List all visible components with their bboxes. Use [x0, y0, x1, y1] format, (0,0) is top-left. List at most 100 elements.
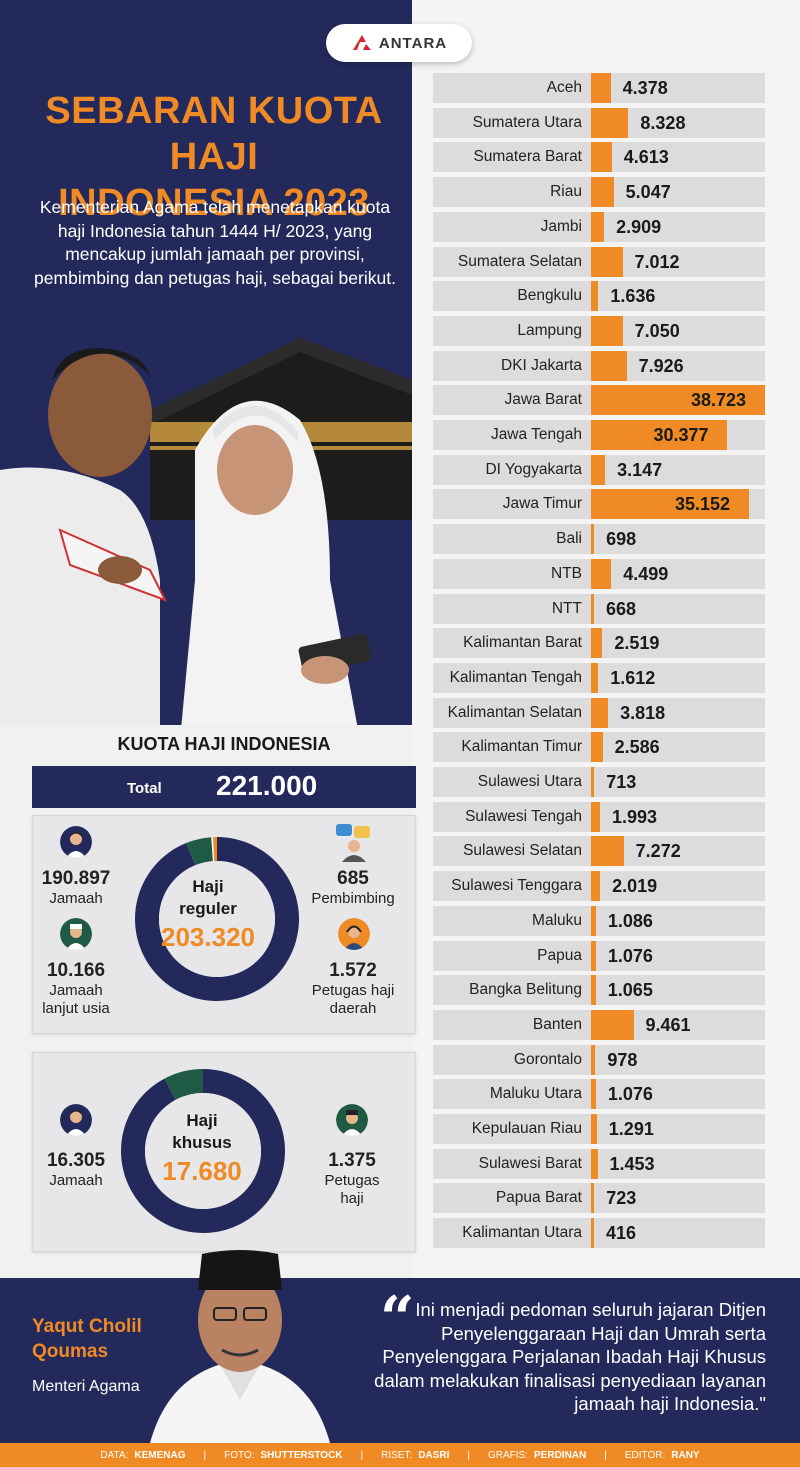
footer-grafis-value: PERDINAN [534, 1449, 587, 1461]
bar-category-label: Sulawesi Tengah [465, 807, 582, 825]
bar-value-label: 2.909 [616, 216, 662, 237]
bar-category-label: Kalimantan Timur [461, 738, 582, 756]
bar-row: NTT 668 [433, 593, 765, 624]
footer-editor-label: EDITOR: [624, 1449, 666, 1461]
bar [591, 558, 612, 589]
bar-value-label: 698 [606, 529, 637, 550]
khusus-value: 17.680 [162, 1156, 242, 1186]
reguler-lansia-num: 10.166 [46, 960, 106, 981]
bar-value-label: 1.076 [607, 945, 653, 966]
speaker-name-1: Yaqut Cholil [32, 1316, 142, 1337]
footer-grafis-label: GRAFIS: [488, 1449, 529, 1461]
bar-category-label: Bengkulu [517, 287, 582, 305]
bar-category-label: NTT [551, 599, 582, 617]
bar [591, 871, 601, 902]
footer-data-value: KEMENAG [134, 1449, 186, 1461]
bar-category-label: Kalimantan Tengah [449, 668, 582, 686]
bar-value-label: 9.461 [645, 1014, 691, 1035]
bar-value-label: 3.818 [620, 702, 666, 723]
reguler-lansia-label-1: Jamaah [49, 982, 103, 999]
reguler-pembimbing-label: Pembimbing [311, 890, 395, 907]
bar-category-label: Kalimantan Utara [462, 1224, 582, 1242]
khusus-label-2: khusus [172, 1133, 232, 1152]
bar-row: Banten 9.461 [433, 1009, 765, 1040]
bar-category-label: Lampung [517, 321, 582, 339]
khusus-petugas-stat: 1.375 Petugas haji [304, 1150, 400, 1208]
bar-value-label: 978 [607, 1049, 638, 1070]
pilgrims-photo [0, 338, 412, 740]
reguler-pembimbing-stat: 685 Pembimbing [300, 868, 406, 908]
jamaah-icon [60, 826, 92, 858]
bar-category-label: Jawa Tengah [490, 426, 582, 443]
bar-value-label: 2.019 [612, 876, 658, 897]
bar-value-label: 416 [606, 1223, 637, 1244]
footer-sep: | [203, 1449, 207, 1461]
bar-value-label: 1.086 [607, 910, 653, 931]
bar [591, 905, 596, 936]
bar-row: Sumatera Barat 4.613 [433, 142, 765, 173]
footer-sep: | [604, 1449, 607, 1461]
bar [591, 801, 600, 832]
intro-text: Kementerian Agama telah menetapkan kuota… [34, 197, 396, 288]
bar-row: Jambi 2.909 [433, 211, 765, 242]
bar-category-label: Aceh [546, 79, 582, 96]
bar-row: Sulawesi Utara 713 [433, 767, 765, 797]
reguler-donut-chart [134, 837, 299, 1001]
reguler-jamaah-label: Jamaah [49, 890, 103, 907]
minister-portrait [150, 1250, 330, 1443]
bar-value-label: 4.378 [622, 78, 668, 98]
khusus-label-1: Haji [186, 1111, 218, 1130]
bar-category-label: Sulawesi Selatan [463, 842, 582, 860]
bar-category-label: Sumatera Selatan [457, 252, 582, 270]
footer-foto-value: SHUTTERSTOCK [260, 1449, 343, 1461]
bar-value-label: 2.519 [614, 633, 660, 654]
bar-category-label: Maluku [532, 911, 582, 929]
bar-value-label: 5.047 [625, 182, 671, 203]
bar-row: Gorontalo 978 [433, 1044, 765, 1075]
quote-section [0, 1278, 800, 1443]
khusus-jamaah-num: 16.305 [46, 1150, 106, 1171]
bar [591, 1079, 596, 1110]
bar-row: Jawa Barat 38.723 [433, 385, 765, 416]
bar-row: Sulawesi Selatan 7.272 [433, 836, 765, 867]
bar-value-label: 723 [606, 1188, 637, 1209]
bar-row: Sumatera Utara 8.328 [433, 107, 765, 138]
bar-row: Kalimantan Barat 2.519 [433, 628, 765, 659]
total-value: 221.000 [216, 770, 318, 801]
bar-value-label: 3.147 [617, 459, 663, 480]
bar [591, 246, 623, 277]
bar-row: Sulawesi Tengah 1.993 [433, 801, 765, 832]
bar-row: Kepulauan Riau 1.291 [433, 1114, 765, 1144]
bar [591, 662, 599, 693]
bar-row: Jawa Timur 35.152 [433, 489, 765, 520]
donut-slice-petugas-haji-daerah [213, 837, 217, 862]
donut-slice-petugas-haji [164, 1069, 203, 1100]
bar-row: Jawa Tengah 30.377 [433, 420, 765, 450]
bar-row: Sumatera Selatan 7.012 [433, 246, 765, 277]
bar-category-label: Jawa Barat [504, 391, 582, 409]
bar [591, 142, 612, 173]
khusus-petugas-label-2: haji [340, 1190, 364, 1207]
bar [591, 593, 594, 624]
bar-value-label: 4.613 [623, 147, 669, 168]
bar [591, 454, 606, 485]
reguler-donut-label: Haji reguler [158, 876, 258, 920]
bar-row: Kalimantan Selatan 3.818 [433, 697, 765, 728]
footer-data-label: DATA: [100, 1449, 129, 1461]
khusus-donut-chart [121, 1069, 285, 1233]
antara-logo[interactable]: ANTARA [326, 24, 472, 62]
logo-text: ANTARA [378, 34, 448, 52]
speaker-role: Menteri Agama [32, 1378, 140, 1395]
donut-slice-jamaah-lanjut-usia [186, 837, 213, 866]
donut-hole [159, 861, 275, 977]
bar-category-label: Papua Barat [495, 1189, 582, 1207]
bar-value-label: 38.723 [691, 390, 747, 411]
bar-category-label: Sulawesi Utara [477, 773, 582, 790]
bar [591, 767, 595, 797]
bar [591, 420, 728, 450]
title-line-2: INDONESIA 2023 [58, 182, 370, 224]
bar-value-label: 4.499 [623, 563, 669, 584]
quote-mark-icon: “ [380, 1284, 415, 1354]
bar-category-label: Kalimantan Selatan [447, 703, 582, 721]
bar-row: DKI Jakarta 7.926 [433, 350, 765, 381]
